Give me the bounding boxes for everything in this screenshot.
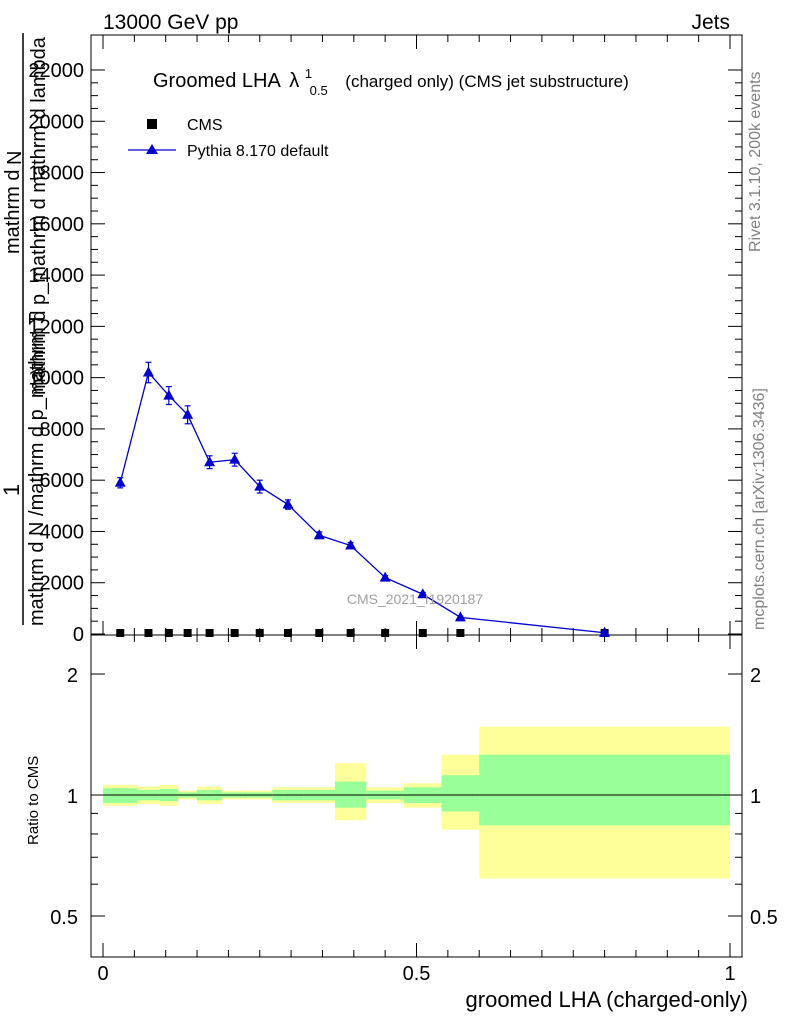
legend-pythia-label: Pythia 8.170 default [187, 143, 329, 160]
main-ylabel: 1 mathrm d N /mathrm d p_mathrm T mathrm… [0, 33, 50, 626]
plot-title: Groomed LHA λ 1 0.5 (charged only) (CMS … [153, 61, 629, 100]
header-energy: 13000 GeV pp [103, 11, 238, 34]
y-tick-label: 2000 [40, 573, 85, 595]
ylabel-den: mathrm d N /mathrm d p_mathrm T [26, 313, 48, 626]
cms-point [346, 629, 355, 637]
y-tick-label: 4000 [40, 521, 85, 543]
cms-point [381, 629, 390, 637]
y-tick-label: 16000 [28, 214, 84, 236]
title-sup: 1 [305, 66, 312, 81]
y-tick-label: 0 [73, 624, 84, 646]
pythia-point [345, 539, 357, 550]
cms-point [116, 629, 125, 637]
pythia-point [599, 626, 611, 637]
legend-cms-marker [147, 119, 157, 129]
pythia-point [114, 476, 126, 487]
analysis-watermark: CMS_2021_I1920187 [347, 591, 483, 607]
cms-point [283, 629, 292, 637]
cms-point [205, 629, 214, 637]
ratio-bands [103, 726, 730, 879]
pythia-point [163, 389, 175, 400]
y-tick-label: 14000 [28, 265, 84, 287]
legend-pythia-marker [146, 144, 158, 154]
ratio-tick-label: 0.5 [50, 907, 78, 929]
y-tick-label: 18000 [28, 163, 84, 185]
ratio-axis-ticks: 0 0.5 1 0.5 0.5 1 1 2 2 [50, 635, 778, 985]
side-source: mcplots.cern.ch [arXiv:1306.3436] [751, 388, 768, 630]
pythia-point [454, 611, 466, 622]
x-tick-label: 0 [97, 963, 108, 985]
title-lambda: λ [289, 70, 299, 92]
y-tick-label: 20000 [28, 111, 84, 133]
pythia-point [142, 366, 154, 377]
cms-points [116, 629, 609, 637]
green-band-bin [103, 788, 138, 804]
cms-point [183, 629, 192, 637]
header-process: Jets [691, 11, 730, 34]
pythia-series [114, 361, 611, 637]
green-band-bin [479, 754, 730, 826]
y-tick-label: 12000 [28, 316, 84, 338]
ylabel-one: 1 [0, 484, 24, 496]
cms-point [230, 629, 239, 637]
ratio-tick-label: 1 [67, 786, 78, 808]
ratio-tick-label-right: 0.5 [750, 907, 778, 929]
y-tick-label: 10000 [28, 368, 84, 390]
x-tick-label: 0.5 [403, 963, 431, 985]
pythia-point [282, 498, 294, 509]
legend-cms-label: CMS [187, 117, 223, 134]
x-axis-label: groomed LHA (charged-only) [466, 987, 748, 1012]
pythia-point [379, 571, 391, 582]
title-sub: 0.5 [310, 83, 328, 98]
pythia-point [229, 453, 241, 464]
cms-point [255, 629, 264, 637]
ratio-tick-label: 2 [67, 665, 78, 687]
cms-point [456, 629, 465, 637]
pythia-point [313, 529, 325, 540]
cms-point [164, 629, 173, 637]
pythia-point [417, 588, 429, 599]
ylabel-den2: mathrm d p_mathrm d mathrm d lambda [28, 36, 50, 395]
y-tick-label: 6000 [40, 470, 85, 492]
green-band-bin [441, 775, 480, 812]
x-tick-label: 1 [724, 963, 735, 985]
ratio-tick-label-right: 1 [750, 786, 761, 808]
y-tick-label: 8000 [40, 419, 85, 441]
cms-point [315, 629, 324, 637]
pythia-point [182, 408, 194, 419]
pythia-point [254, 480, 266, 491]
title-main: Groomed LHA [153, 70, 281, 92]
cms-point [144, 629, 153, 637]
ratio-tick-label-right: 2 [750, 665, 761, 687]
ratio-ylabel: Ratio to CMS [25, 756, 42, 845]
ylabel-num: mathrm d [2, 170, 24, 254]
pythia-point [204, 456, 216, 467]
side-version: Rivet 3.1.10, 200k events [747, 71, 764, 252]
ylabel-num2: N [4, 151, 26, 165]
y-tick-label: 22000 [28, 60, 84, 82]
cms-point [418, 629, 427, 637]
title-suffix: (charged only) (CMS jet substructure) [345, 72, 628, 91]
main-axis-ticks: 0 2000 4000 6000 8000 10000 12000 14000 16000 180… [28, 35, 742, 646]
